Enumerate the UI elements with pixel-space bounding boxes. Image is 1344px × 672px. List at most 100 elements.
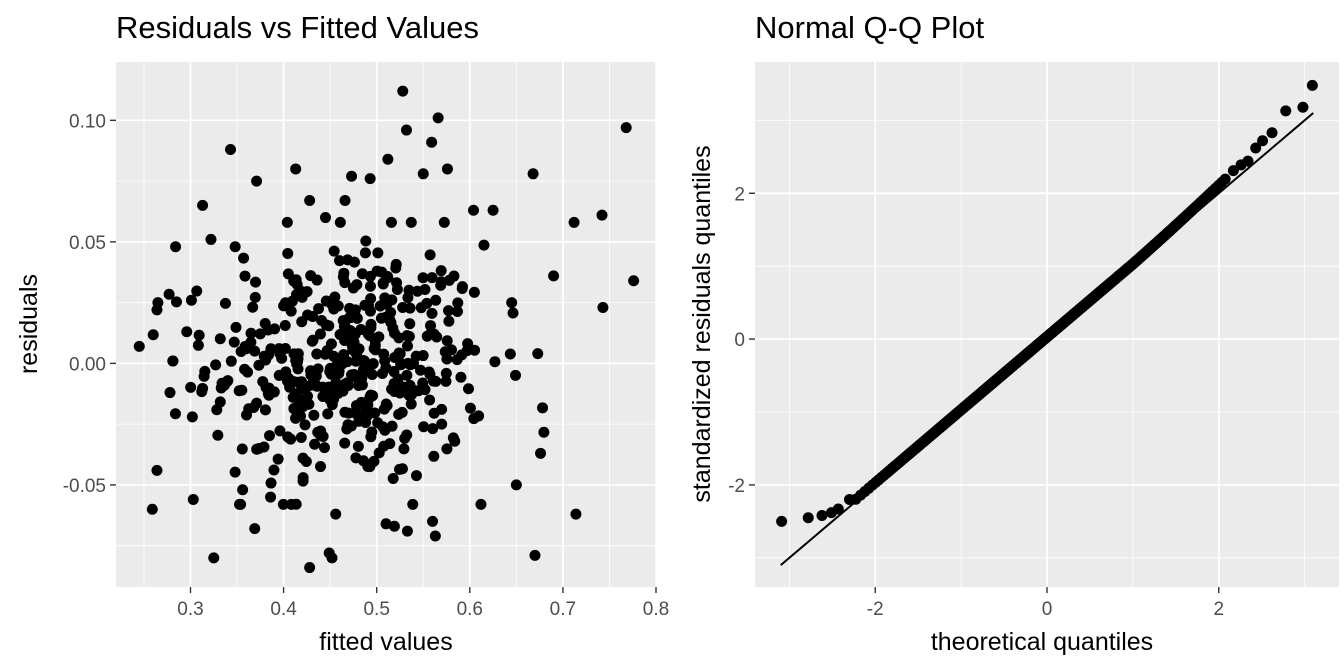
- residual-point: [393, 347, 405, 359]
- residual-point: [253, 442, 265, 454]
- residual-point: [338, 349, 350, 361]
- residual-point: [405, 398, 417, 410]
- residual-point: [236, 443, 248, 455]
- qq-point: [832, 503, 844, 515]
- residual-point: [299, 419, 311, 431]
- residual-point: [538, 426, 550, 438]
- residual-point: [407, 498, 419, 510]
- residual-point: [346, 170, 358, 182]
- residual-point: [451, 306, 463, 318]
- residual-point: [295, 432, 307, 444]
- residual-point: [342, 328, 354, 340]
- residual-point: [358, 355, 370, 367]
- x-tick-label: 0.8: [643, 599, 669, 620]
- residual-point: [170, 241, 182, 253]
- residual-point: [596, 209, 608, 221]
- residual-point: [396, 463, 408, 475]
- residual-point: [297, 452, 309, 464]
- qq-panel: Normal Q-Q Plot -2 0 2 -2 0 2 theoretical qu…: [688, 10, 1339, 656]
- residual-point: [468, 204, 480, 216]
- residual-point: [282, 248, 294, 260]
- residual-point: [346, 369, 358, 381]
- residual-point: [424, 394, 436, 406]
- residual-point: [387, 322, 399, 334]
- residual-point: [320, 319, 332, 331]
- residual-point: [384, 438, 396, 450]
- qq-y-axis-label: standardized residuals quantiles: [688, 145, 716, 502]
- residual-point: [402, 340, 414, 352]
- residual-point: [328, 245, 340, 257]
- residual-point: [385, 216, 397, 228]
- residual-point: [427, 515, 439, 527]
- qq-x-axis-ticks: -2 0 2: [867, 587, 1224, 620]
- residual-point: [355, 398, 367, 410]
- y-tick-label: 2: [734, 184, 745, 205]
- residual-point: [133, 340, 145, 352]
- residual-point: [334, 216, 346, 228]
- residual-point: [402, 292, 414, 304]
- residual-point: [356, 372, 368, 384]
- residual-point: [405, 216, 417, 228]
- residual-point: [319, 212, 331, 224]
- residual-point: [388, 520, 400, 532]
- residual-point: [323, 386, 335, 398]
- residual-point: [507, 307, 519, 319]
- residual-point: [164, 387, 176, 399]
- residuals-x-axis-ticks: 0.3 0.4 0.5 0.6 0.7 0.8: [177, 587, 669, 620]
- residual-point: [249, 345, 261, 357]
- residual-point: [415, 302, 427, 314]
- residual-point: [249, 291, 261, 303]
- qq-reference-line: [780, 112, 1314, 566]
- residual-point: [428, 407, 440, 419]
- residual-point: [222, 375, 234, 387]
- residual-point: [568, 216, 580, 228]
- residual-point: [293, 376, 305, 388]
- residual-point: [281, 216, 293, 228]
- residual-point: [410, 470, 422, 482]
- residual-point: [510, 479, 522, 491]
- residual-point: [239, 270, 251, 282]
- residual-point: [401, 330, 413, 342]
- residual-point: [322, 408, 334, 420]
- residual-point: [372, 247, 384, 259]
- residual-point: [304, 195, 316, 207]
- qq-point: [1257, 135, 1269, 147]
- residual-point: [356, 268, 368, 280]
- residual-point: [337, 271, 349, 283]
- residual-point: [377, 278, 389, 290]
- residual-point: [306, 335, 318, 347]
- residual-point: [390, 258, 402, 270]
- residual-point: [463, 383, 475, 395]
- y-tick-label: 0.00: [69, 354, 106, 375]
- residual-point: [351, 312, 363, 324]
- residual-point: [351, 408, 363, 420]
- residual-point: [365, 431, 377, 443]
- residual-point: [197, 382, 209, 394]
- residual-point: [392, 373, 404, 385]
- residual-point: [310, 370, 322, 382]
- residual-point: [251, 175, 263, 187]
- residual-point: [378, 348, 390, 360]
- residual-point: [441, 163, 453, 175]
- residual-point: [333, 255, 345, 267]
- residual-point: [185, 381, 197, 393]
- residual-point: [295, 286, 307, 298]
- qq-major-grid: [755, 62, 1339, 587]
- residual-point: [423, 366, 435, 378]
- residual-point: [277, 498, 289, 510]
- residual-point: [451, 354, 463, 366]
- residual-point: [475, 498, 487, 510]
- residuals-points: [133, 85, 640, 574]
- residual-point: [229, 466, 241, 478]
- qq-point: [802, 512, 814, 524]
- residual-point: [185, 294, 197, 306]
- residual-point: [402, 357, 414, 369]
- residual-point: [397, 85, 409, 97]
- residual-point: [456, 282, 468, 294]
- residual-point: [419, 283, 431, 295]
- x-tick-label: 0.3: [177, 599, 203, 620]
- residual-point: [197, 199, 209, 211]
- residual-point: [381, 399, 393, 411]
- residual-point: [529, 549, 541, 561]
- residual-point: [192, 339, 204, 351]
